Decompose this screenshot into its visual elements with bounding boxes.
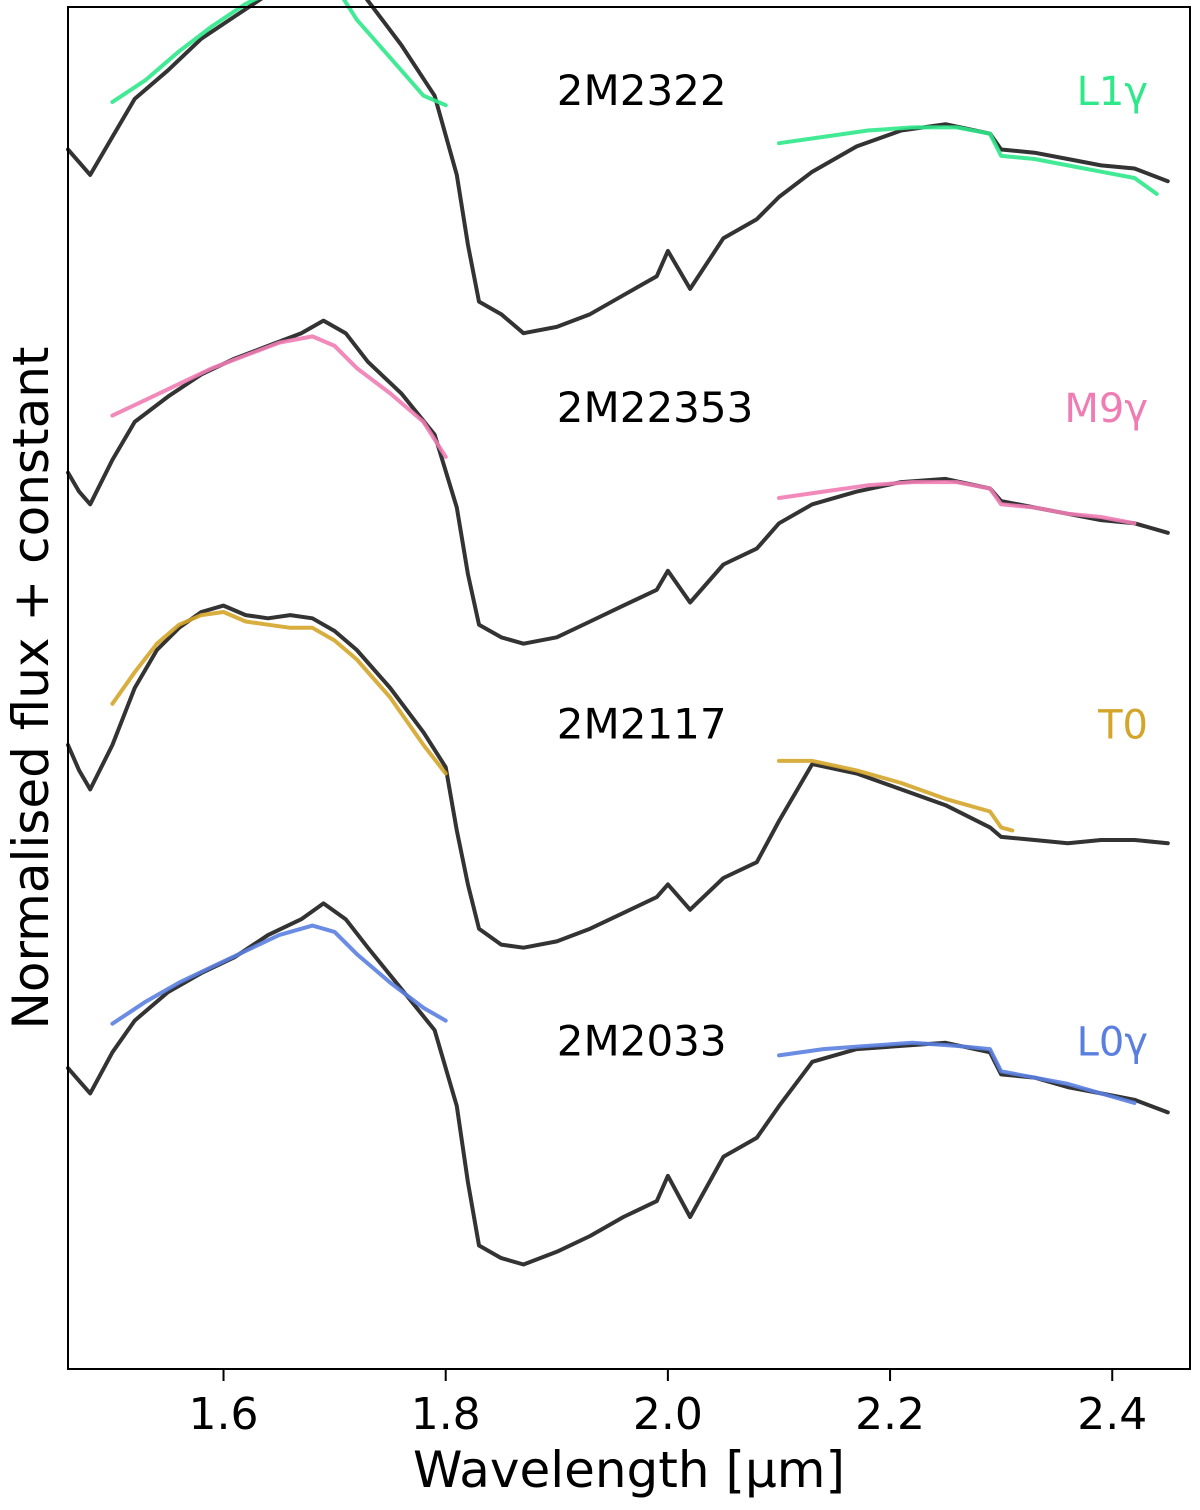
template-label-0: L1γ — [1077, 69, 1148, 115]
template-spectrum-line-3-0 — [110, 923, 448, 1026]
template-spectrum-line-1-0 — [110, 334, 448, 459]
template-spectrum-line-0-0 — [110, 0, 448, 108]
label-layer: 2M2322 L1γ 2M22353 M9γ 2M2117 T0 2M2033 L0γ — [557, 66, 1148, 1065]
x-tick-label-0: 1.6 — [189, 1389, 259, 1440]
template-label-1: M9γ — [1064, 386, 1148, 432]
plot-frame — [67, 6, 1191, 1370]
object-label-1: 2M22353 — [557, 383, 754, 432]
object-label-2: 2M2117 — [557, 700, 727, 749]
template-spectrum-line-3-1 — [777, 1040, 1137, 1105]
template-spectrum-line-0-1 — [777, 125, 1159, 196]
spectrum-group-0 — [66, 0, 1170, 336]
template-label-2: T0 — [1097, 703, 1148, 749]
series-layer — [66, 0, 1170, 1267]
x-tick-label-3: 2.2 — [855, 1389, 925, 1440]
x-tick-label-2: 2.0 — [633, 1389, 703, 1440]
template-spectrum-line-1-1 — [777, 480, 1137, 526]
x-axis-label: Wavelength [μm] — [413, 1441, 845, 1499]
object-label-3: 2M2033 — [557, 1016, 727, 1065]
spectrum-group-2 — [66, 603, 1170, 950]
object-label-0: 2M2322 — [557, 66, 727, 115]
x-tick-label-1: 1.8 — [411, 1389, 481, 1440]
spectrum-group-1 — [66, 318, 1170, 646]
observed-spectrum-line-2 — [66, 603, 1170, 950]
template-spectrum-line-2-1 — [777, 758, 1015, 833]
y-axis-label: Normalised flux + constant — [2, 346, 60, 1029]
spectrum-group-3 — [66, 901, 1170, 1267]
template-label-3: L0γ — [1077, 1019, 1148, 1065]
tick-layer: 1.6 1.8 2.0 2.2 2.4 — [189, 1369, 1147, 1440]
template-spectrum-line-2-0 — [110, 610, 448, 776]
x-tick-label-4: 2.4 — [1077, 1389, 1147, 1440]
